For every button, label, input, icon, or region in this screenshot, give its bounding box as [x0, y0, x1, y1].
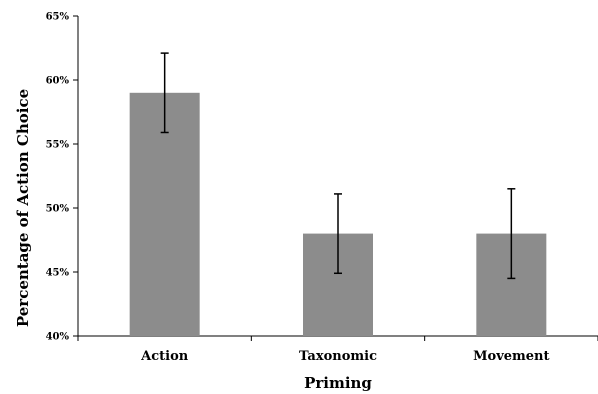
x-axis-title: Priming [304, 374, 372, 392]
y-tick-label: 65% [46, 12, 70, 23]
x-category-label: Taxonomic [299, 349, 377, 364]
x-category-label: Action [140, 349, 189, 364]
y-axis-title: Percentage of Action Choice [14, 89, 32, 327]
x-category-label: Movement [473, 349, 549, 364]
y-tick-label: 60% [46, 76, 70, 87]
error-bars [160, 52, 516, 280]
x-axis: Action Taxonomic Movement [77, 335, 598, 364]
y-tick-label: 55% [46, 140, 70, 151]
y-tick-label: 50% [46, 204, 70, 215]
y-axis: 40% 45% 50% 55% 60% 65% [46, 12, 79, 343]
bar [129, 92, 200, 336]
y-tick-label: 45% [46, 268, 70, 279]
y-tick-label: 40% [46, 332, 70, 343]
